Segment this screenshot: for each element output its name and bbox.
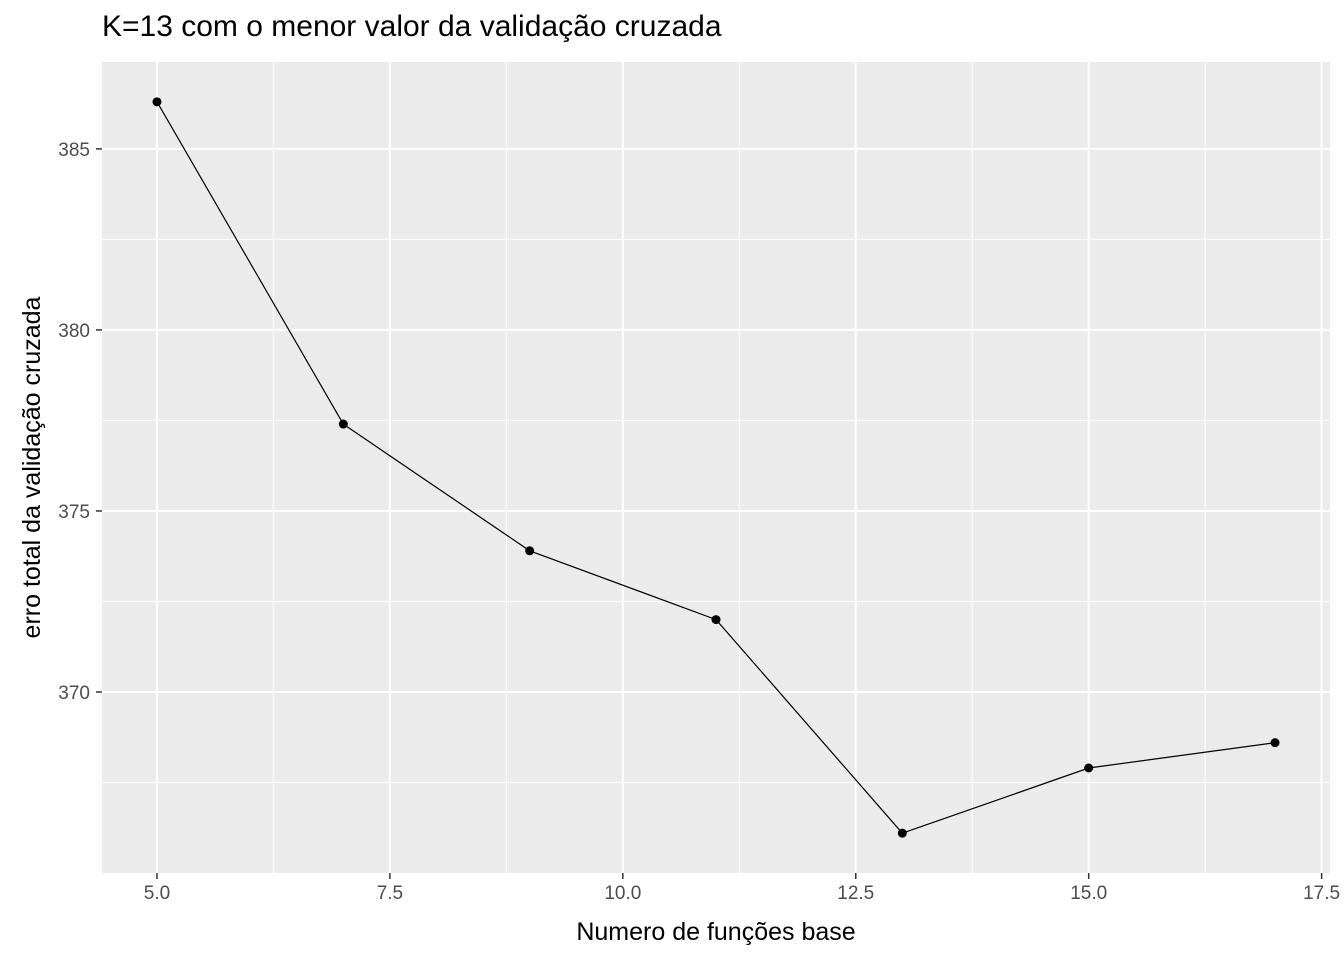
data-point	[711, 615, 721, 625]
y-tick-label: 375	[58, 502, 90, 523]
x-tick-label: 7.5	[377, 883, 403, 904]
minor-gridlines	[102, 62, 1330, 873]
y-axis-title: erro total da validação cruzada	[18, 296, 46, 638]
y-tick-label: 380	[58, 321, 90, 342]
data-point	[525, 546, 535, 556]
y-axis: 370 375 380 385	[58, 140, 102, 704]
data-points	[152, 97, 1280, 838]
y-tick-label: 370	[58, 683, 90, 704]
x-axis-title: Numero de funções base	[576, 918, 855, 946]
data-point	[152, 97, 162, 107]
data-point	[338, 419, 348, 429]
y-tick-label: 385	[58, 140, 90, 161]
plot-panel	[102, 62, 1330, 873]
x-tick-label: 5.0	[144, 883, 170, 904]
major-gridlines	[102, 62, 1330, 873]
chart-title: K=13 com o menor valor da validação cruz…	[102, 10, 722, 43]
data-point	[1084, 763, 1094, 773]
x-tick-label: 15.0	[1070, 883, 1107, 904]
x-tick-label: 10.0	[604, 883, 641, 904]
data-point	[897, 828, 907, 838]
x-tick-label: 17.5	[1303, 883, 1340, 904]
data-point	[1270, 738, 1280, 748]
x-axis: 5.0 7.5 10.0 12.5 15.0 17.5	[144, 873, 1340, 904]
x-tick-label: 12.5	[837, 883, 874, 904]
